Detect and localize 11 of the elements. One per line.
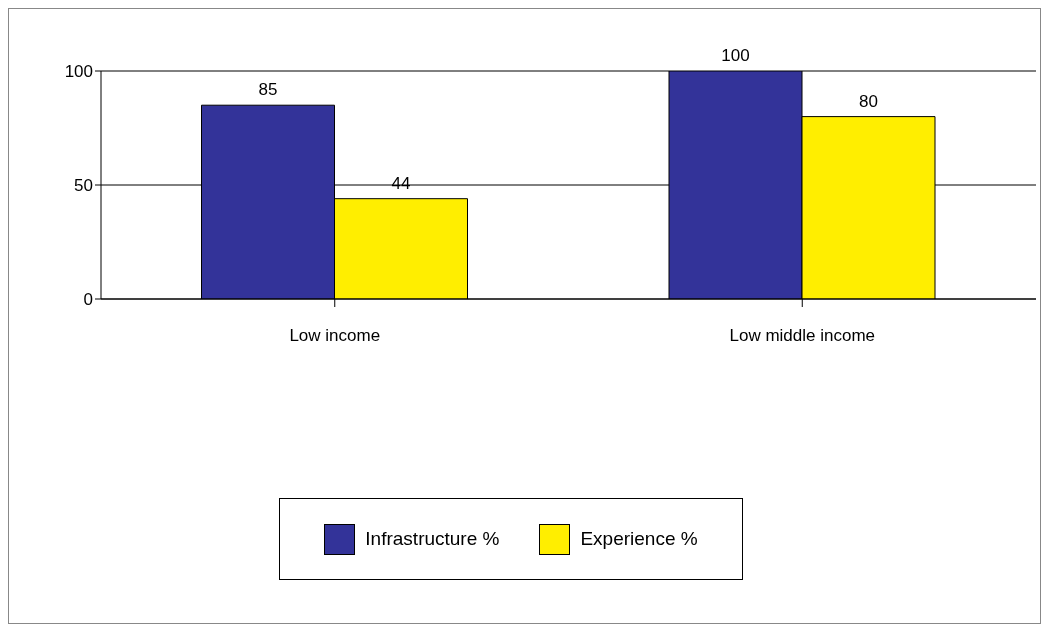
legend-label: Experience % [580,528,698,550]
y-tick-label: 0 [83,290,93,310]
data-label: 44 [391,173,411,193]
x-tick-label: Low income [289,326,381,346]
y-tick-label: 50 [74,176,93,196]
y-tick-label: 100 [64,62,93,82]
x-tick-label: Low middle income [729,326,876,346]
legend-label: Infrastructure % [365,528,500,550]
data-label: 100 [721,46,750,65]
data-label: 80 [859,91,878,111]
data-label: 85 [258,80,278,100]
